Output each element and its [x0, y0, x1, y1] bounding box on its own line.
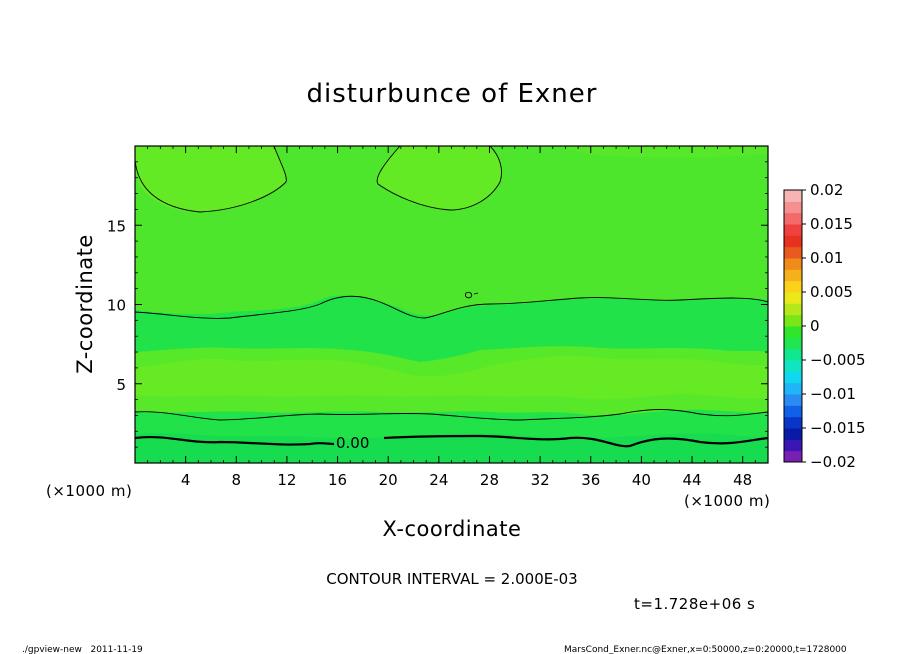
x-axis-title: X-coordinate — [383, 517, 522, 541]
x-tick-label: 24 — [429, 471, 448, 489]
x-tick-label: 36 — [581, 471, 600, 489]
colorbar-segment — [784, 280, 802, 293]
x-tick-label: 8 — [232, 471, 242, 489]
colorbar-segment — [784, 405, 802, 418]
footer-left: ./gpview-new 2011-11-19 — [22, 645, 143, 654]
contour-label: 0.00 — [336, 434, 369, 452]
y-axis-unit: (×1000 m) — [46, 482, 132, 500]
colorbar: −0.02 −0.015 −0.01 −0.005 0 0.005 0.01 0.015 0.0… — [783, 181, 866, 471]
colorbar-segment — [784, 439, 802, 452]
x-tick-label: 32 — [531, 471, 550, 489]
x-tick-label: 40 — [632, 471, 651, 489]
colorbar-segment — [784, 416, 802, 429]
colorbar-segment — [784, 235, 802, 248]
x-tick-label: 48 — [733, 471, 752, 489]
time-label: t=1.728e+06 s — [634, 595, 755, 613]
field-band-lower — [135, 432, 768, 463]
colorbar-segment — [784, 394, 802, 406]
field-band-top-right — [560, 146, 768, 158]
contour-line — [376, 146, 502, 211]
colorbar-segment — [784, 428, 802, 440]
colorbar-segment — [784, 337, 802, 350]
contour-lines: 0.00 — [135, 146, 768, 452]
colorbar-segment — [784, 212, 802, 225]
colorbar-segment — [784, 224, 802, 236]
footer-right: MarsCond_Exner.nc@Exner,x=0:50000,z=0:20… — [564, 645, 847, 654]
colorbar-segment — [784, 314, 802, 327]
x-tick-label: 16 — [328, 471, 347, 489]
colorbar-label: 0.015 — [810, 215, 853, 233]
y-tick-label: 15 — [107, 217, 126, 235]
colorbar-segment — [784, 360, 802, 372]
field-band-core — [135, 355, 768, 400]
colorbar-label: −0.02 — [810, 453, 856, 471]
contour-line — [135, 295, 768, 319]
colorbar-segment — [784, 450, 802, 463]
field-band-upper — [135, 146, 768, 316]
colorbar-label: −0.01 — [810, 385, 856, 403]
contour-field: 0.00 — [135, 146, 768, 463]
colorbar-segment — [784, 201, 802, 214]
x-tick-label: 20 — [379, 471, 398, 489]
y-axis-title: Z-coordinate — [73, 234, 97, 374]
contour-line-zero — [135, 434, 768, 448]
contour-line — [465, 291, 479, 299]
colorbar-label: 0.01 — [810, 249, 843, 267]
colorbar-segment — [784, 348, 802, 361]
field-blob-center — [377, 146, 502, 210]
y-tick-label: 10 — [107, 297, 126, 315]
colorbar-segment — [784, 382, 802, 395]
contour-interval-note: CONTOUR INTERVAL = 2.000E-03 — [326, 570, 577, 588]
y-axis: 5 10 15 — [107, 161, 768, 448]
y-tick-label: 5 — [116, 376, 126, 394]
x-tick-label: 44 — [682, 471, 701, 489]
colorbar-label: 0.02 — [810, 181, 843, 199]
x-tick-label: 4 — [181, 471, 191, 489]
colorbar-segment — [784, 246, 802, 259]
colorbar-segment — [784, 292, 802, 304]
colorbar-segment — [784, 258, 802, 270]
x-tick-label: 12 — [277, 471, 296, 489]
field-blob-left — [135, 146, 287, 212]
colorbar-label: −0.005 — [810, 351, 866, 369]
chart-title: disturbunce of Exner — [307, 79, 598, 109]
colorbar-segment — [784, 371, 802, 384]
colorbar-label: 0 — [810, 317, 820, 335]
colorbar-segment — [784, 303, 802, 316]
x-axis: 4 8 12 16 20 24 28 32 36 40 44 48 — [147, 146, 756, 489]
colorbar-segment — [784, 326, 802, 338]
colorbar-label: 0.005 — [810, 283, 853, 301]
colorbar-label: −0.015 — [810, 419, 866, 437]
x-axis-unit: (×1000 m) — [684, 492, 770, 510]
colorbar-segment — [784, 269, 802, 282]
x-tick-label: 28 — [480, 471, 499, 489]
colorbar-segment — [784, 190, 802, 202]
contour-line — [135, 146, 287, 213]
contour-line — [135, 409, 768, 421]
